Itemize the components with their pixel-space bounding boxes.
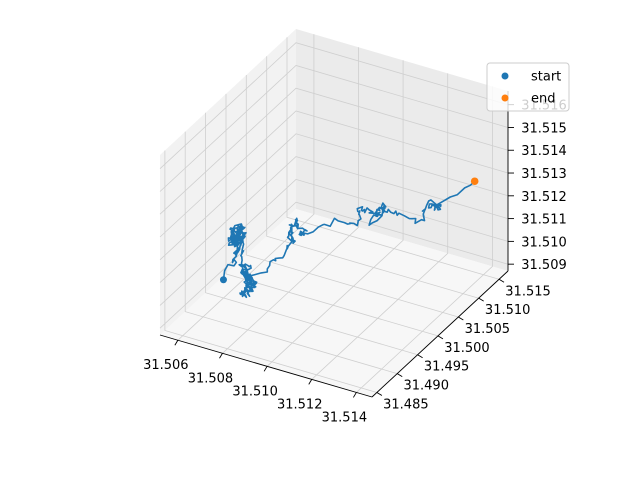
z-tick-label-6: 31.515: [521, 121, 567, 136]
pane-floor: [160, 209, 508, 397]
y-tick-4: [458, 316, 464, 321]
grid-y-0: [164, 150, 378, 393]
end-marker: [470, 177, 479, 186]
trajectory-line: [222, 179, 476, 299]
y-tick-6: [498, 278, 505, 283]
trajectory: [222, 179, 476, 299]
legend: start end: [486, 62, 570, 112]
y-tick-label-0: 31.485: [383, 397, 429, 412]
grid-z-0: [159, 201, 509, 329]
x-tick-label-0: 31.506: [143, 358, 189, 373]
grid-z-1: [159, 178, 509, 306]
x-tick-label-1: 31.508: [188, 371, 234, 386]
y-tick-label-5: 31.510: [485, 303, 531, 318]
y-tick-2: [417, 354, 423, 359]
y-tick-3: [437, 335, 444, 340]
z-tick-label-1: 31.510: [521, 235, 567, 250]
grid-y-4: [245, 75, 459, 318]
legend-swatch-start: [501, 72, 509, 80]
grid-z-7: [159, 42, 509, 169]
x-tick-4: [352, 392, 357, 398]
x-tick-label-3: 31.512: [277, 397, 323, 412]
x-axis-line: [159, 334, 373, 398]
grid-y-3: [225, 93, 439, 337]
y-tick-5: [478, 297, 484, 302]
z-tick-label-2: 31.511: [521, 213, 567, 228]
grid-z-5: [159, 87, 509, 215]
pane-left: [160, 29, 296, 335]
z-tick-label-5: 31.514: [521, 144, 567, 159]
grid-z-4: [159, 110, 509, 238]
start-marker: [219, 276, 227, 284]
z-tick-label-0: 31.509: [521, 258, 567, 273]
x-tick-label-2: 31.510: [232, 384, 278, 399]
y-tick-label-2: 31.495: [424, 360, 470, 375]
y-tick-label-1: 31.490: [403, 379, 449, 394]
grid-y-6: [286, 37, 500, 280]
x-tick-0: [174, 339, 179, 346]
legend-swatch-end: [501, 94, 509, 102]
z-tick-label-3: 31.512: [521, 190, 567, 205]
grid-z-6: [159, 65, 509, 192]
z-tick-label-4: 31.513: [521, 167, 567, 182]
legend-label-start: start: [531, 70, 561, 85]
grid-z-3: [159, 133, 509, 261]
x-tick-3: [308, 379, 313, 385]
x-tick-2: [263, 366, 268, 372]
grid-y-5: [266, 56, 479, 299]
y-tick-label-4: 31.505: [465, 322, 511, 337]
y-tick-label-3: 31.500: [444, 341, 490, 356]
x-tick-label-4: 31.514: [322, 410, 368, 425]
y-axis-line: [371, 270, 509, 398]
x-tick-1: [219, 353, 223, 359]
y-tick-0: [376, 392, 383, 396]
point-markers: [219, 177, 479, 284]
gridlines: [159, 34, 509, 393]
grid-z-2: [159, 156, 509, 283]
tick-labels: 31.50631.50831.51031.51231.51431.48531.4…: [143, 99, 567, 426]
y-tick-1: [397, 373, 403, 377]
legend-label-end: end: [531, 92, 556, 107]
y-tick-label-6: 31.515: [505, 284, 551, 299]
grid-y-2: [205, 112, 418, 356]
grid-y-1: [184, 131, 398, 374]
